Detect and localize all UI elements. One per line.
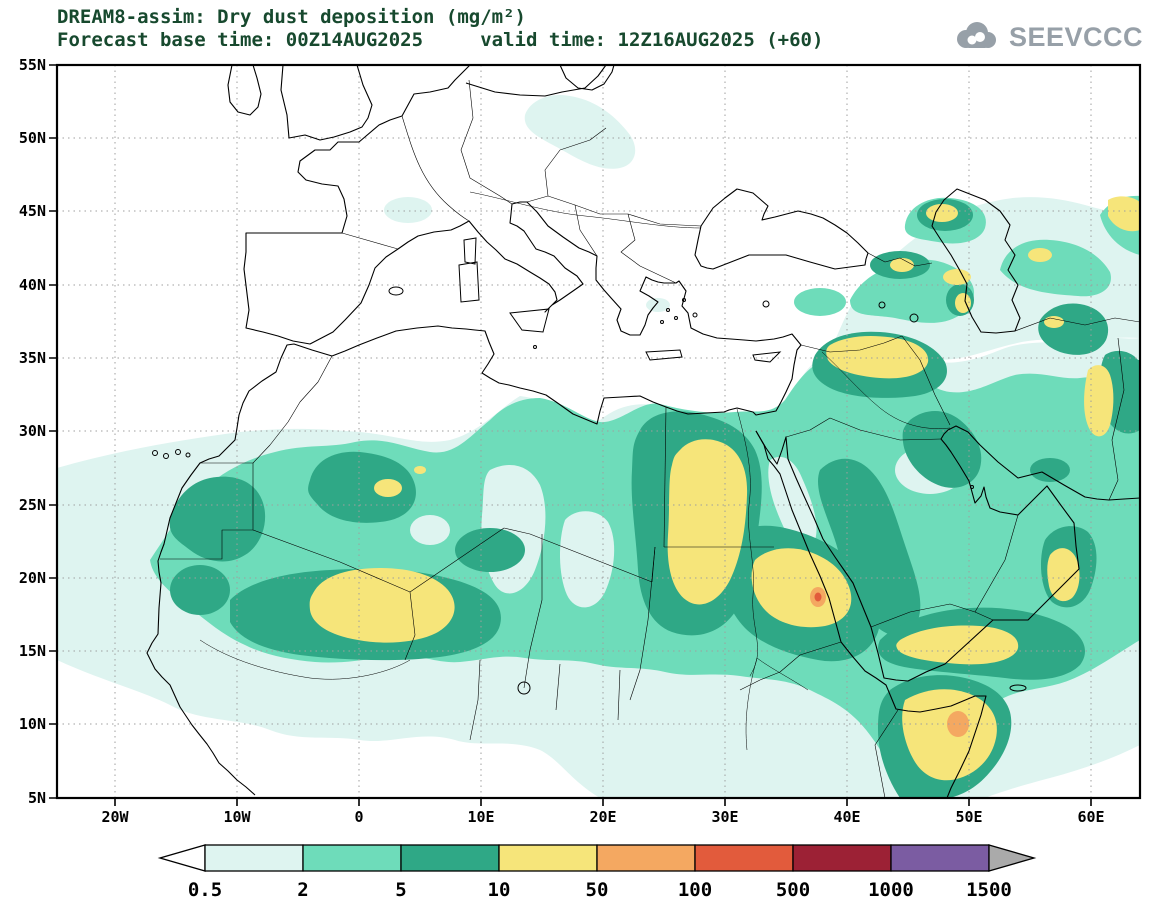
contour-level-10-50 [309, 196, 1140, 781]
y-tick-label: 50N [19, 129, 46, 147]
chart-subtitle: Forecast base time: 00Z14AUG2025 valid t… [57, 29, 824, 51]
chart-title: DREAM8-assim: Dry dust deposition (mg/m²… [57, 6, 526, 28]
coastlines [146, 65, 1140, 798]
colorbar-label: 500 [776, 879, 810, 901]
axis-ticks [49, 64, 1092, 806]
y-tick-label: 45N [19, 202, 46, 220]
x-tick-label: 30E [711, 808, 738, 826]
colorbar-label: 0.5 [188, 879, 222, 901]
colorbar-segment [596, 844, 696, 872]
colorbar-segment [694, 844, 794, 872]
colorbar-label: 5 [395, 879, 406, 901]
colorbar-segment [302, 844, 402, 872]
colorbar-label: 1000 [868, 879, 914, 901]
y-tick-label: 20N [19, 569, 46, 587]
x-tick-label: 0 [354, 808, 363, 826]
x-tick-label: 10W [223, 808, 251, 826]
x-tick-label: 60E [1077, 808, 1104, 826]
x-tick-label: 50E [955, 808, 982, 826]
y-tick-label: 10N [19, 715, 46, 733]
y-tick-label: 30N [19, 422, 46, 440]
x-tick-label: 40E [833, 808, 860, 826]
colorbar-label: 100 [678, 879, 712, 901]
title-block: DREAM8-assim: Dry dust deposition (mg/m²… [57, 6, 823, 52]
y-tick-label: 35N [19, 349, 46, 367]
colorbar-segment [204, 844, 304, 872]
colorbar-segment [400, 844, 500, 872]
y-tick-label: 15N [19, 642, 46, 660]
y-tick-label: 55N [19, 56, 46, 74]
cloud-icon [956, 22, 996, 48]
colorbar-segment [498, 844, 598, 872]
y-axis-labels: 55N 50N 45N 40N 35N 30N 25N 20N 15N 10N … [19, 56, 46, 807]
seevccc-logo: SEEVCCC [950, 20, 1143, 54]
x-tick-label: 10E [467, 808, 494, 826]
x-tick-label: 20W [101, 808, 129, 826]
y-tick-label: 40N [19, 276, 46, 294]
gridlines [57, 65, 1140, 798]
colorbar-arrow-left [157, 844, 206, 872]
islands [152, 237, 1027, 695]
colorbar-labels: 0.5 2 5 10 50 100 500 1000 1500 [188, 879, 1012, 901]
x-tick-label: 20E [589, 808, 616, 826]
colorbar: 0.5 2 5 10 50 100 500 1000 1500 [157, 844, 1037, 901]
colorbar-label: 50 [586, 879, 609, 901]
colorbar-label: 2 [297, 879, 308, 901]
colorbar-label: 1500 [966, 879, 1012, 901]
logo-text: SEEVCCC [1008, 21, 1143, 52]
rivers [199, 191, 951, 751]
colorbar-arrow-right [988, 844, 1037, 872]
y-tick-label: 5N [28, 789, 46, 807]
colorbar-segment [890, 844, 990, 872]
country-borders [160, 79, 1140, 798]
contour-level-100-500 [814, 592, 822, 602]
colorbar-label: 10 [488, 879, 511, 901]
colorbar-segment [792, 844, 892, 872]
y-tick-label: 25N [19, 496, 46, 514]
x-axis-labels: 20W 10W 0 10E 20E 30E 40E 50E 60E [101, 808, 1104, 826]
